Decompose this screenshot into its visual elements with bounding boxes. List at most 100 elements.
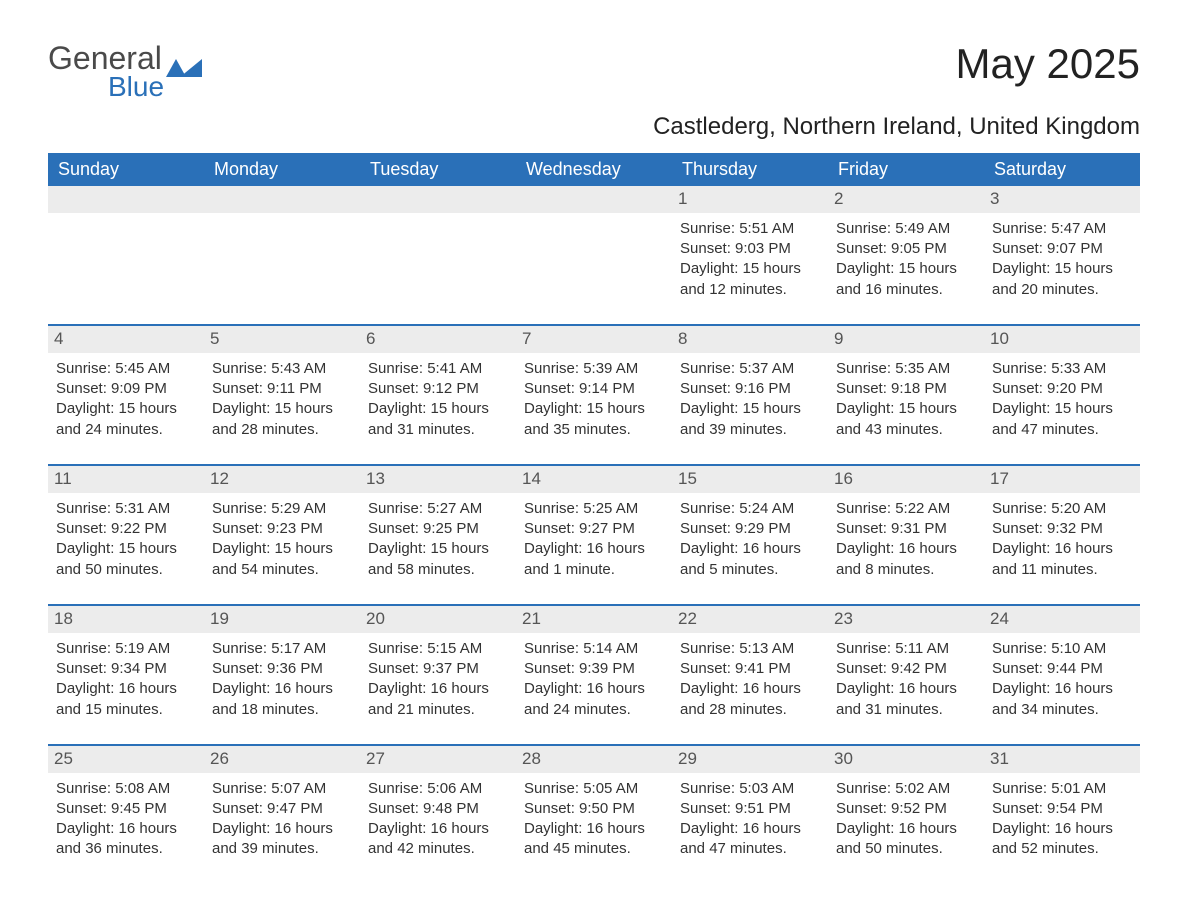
- day-number: 1: [672, 186, 828, 213]
- sunset-text: Sunset: 9:05 PM: [836, 239, 976, 259]
- sunrise-text: Sunrise: 5:07 AM: [212, 779, 352, 799]
- weekday-header: Wednesday: [516, 153, 672, 186]
- calendar-day-cell: 13Sunrise: 5:27 AMSunset: 9:25 PMDayligh…: [360, 465, 516, 605]
- day-number: 23: [828, 606, 984, 633]
- daylight-text: Daylight: 15 hours and 24 minutes.: [56, 399, 196, 440]
- daylight-text: Daylight: 16 hours and 45 minutes.: [524, 819, 664, 860]
- sunrise-text: Sunrise: 5:20 AM: [992, 499, 1132, 519]
- calendar-day-cell: 1Sunrise: 5:51 AMSunset: 9:03 PMDaylight…: [672, 186, 828, 325]
- sunset-text: Sunset: 9:44 PM: [992, 659, 1132, 679]
- sunset-text: Sunset: 9:45 PM: [56, 799, 196, 819]
- page-title: May 2025: [956, 40, 1140, 88]
- calendar-day-cell: 8Sunrise: 5:37 AMSunset: 9:16 PMDaylight…: [672, 325, 828, 465]
- calendar-day-cell: 7Sunrise: 5:39 AMSunset: 9:14 PMDaylight…: [516, 325, 672, 465]
- sunset-text: Sunset: 9:09 PM: [56, 379, 196, 399]
- sunrise-text: Sunrise: 5:02 AM: [836, 779, 976, 799]
- daylight-text: Daylight: 16 hours and 28 minutes.: [680, 679, 820, 720]
- day-number: 3: [984, 186, 1140, 213]
- daylight-text: Daylight: 16 hours and 50 minutes.: [836, 819, 976, 860]
- day-number: 19: [204, 606, 360, 633]
- day-number: 25: [48, 746, 204, 773]
- day-number: 4: [48, 326, 204, 353]
- weekday-header: Tuesday: [360, 153, 516, 186]
- day-number: 17: [984, 466, 1140, 493]
- sunrise-text: Sunrise: 5:37 AM: [680, 359, 820, 379]
- calendar-day-cell: 19 Sunrise: 5:17 AMSunset: 9:36 PMDayligh…: [204, 605, 360, 745]
- calendar-day-cell: 5Sunrise: 5:43 AMSunset: 9:11 PMDaylight…: [204, 325, 360, 465]
- calendar-table: Sunday Monday Tuesday Wednesday Thursday…: [48, 153, 1140, 884]
- daylight-text: Daylight: 15 hours and 20 minutes.: [992, 259, 1132, 300]
- calendar-day-cell: 15Sunrise: 5:24 AMSunset: 9:29 PMDayligh…: [672, 465, 828, 605]
- daylight-text: Daylight: 16 hours and 36 minutes.: [56, 819, 196, 860]
- sunrise-text: Sunrise: 5:39 AM: [524, 359, 664, 379]
- daylight-text: Daylight: 15 hours and 28 minutes.: [212, 399, 352, 440]
- calendar-day-cell: 10Sunrise: 5:33 AMSunset: 9:20 PMDayligh…: [984, 325, 1140, 465]
- day-number: 6: [360, 326, 516, 353]
- daylight-text: Daylight: 15 hours and 31 minutes.: [368, 399, 508, 440]
- day-number: 26: [204, 746, 360, 773]
- sunset-text: Sunset: 9:31 PM: [836, 519, 976, 539]
- sunset-text: Sunset: 9:11 PM: [212, 379, 352, 399]
- sunset-text: Sunset: 9:29 PM: [680, 519, 820, 539]
- day-number: 5: [204, 326, 360, 353]
- sunset-text: Sunset: 9:16 PM: [680, 379, 820, 399]
- day-number: 13: [360, 466, 516, 493]
- sunset-text: Sunset: 9:27 PM: [524, 519, 664, 539]
- sunset-text: Sunset: 9:36 PM: [212, 659, 352, 679]
- sunset-text: Sunset: 9:41 PM: [680, 659, 820, 679]
- sunrise-text: Sunrise: 5:31 AM: [56, 499, 196, 519]
- sunrise-text: Sunrise: 5:13 AM: [680, 639, 820, 659]
- daylight-text: Daylight: 16 hours and 18 minutes.: [212, 679, 352, 720]
- brand-flag-icon: [166, 53, 202, 77]
- sunset-text: Sunset: 9:23 PM: [212, 519, 352, 539]
- calendar-day-cell: 27Sunrise: 5:06 AMSunset: 9:48 PMDayligh…: [360, 745, 516, 884]
- day-number: 16: [828, 466, 984, 493]
- daylight-text: Daylight: 16 hours and 8 minutes.: [836, 539, 976, 580]
- calendar-day-cell: 30Sunrise: 5:02 AMSunset: 9:52 PMDayligh…: [828, 745, 984, 884]
- weekday-header-row: Sunday Monday Tuesday Wednesday Thursday…: [48, 153, 1140, 186]
- day-number: 14: [516, 466, 672, 493]
- calendar-day-cell: 3Sunrise: 5:47 AMSunset: 9:07 PMDaylight…: [984, 186, 1140, 325]
- day-number: 31: [984, 746, 1140, 773]
- sunrise-text: Sunrise: 5:27 AM: [368, 499, 508, 519]
- sunset-text: Sunset: 9:51 PM: [680, 799, 820, 819]
- sunrise-text: Sunrise: 5:33 AM: [992, 359, 1132, 379]
- sunrise-text: Sunrise: 5:49 AM: [836, 219, 976, 239]
- sunrise-text: Sunrise: 5:22 AM: [836, 499, 976, 519]
- day-number: 30: [828, 746, 984, 773]
- daylight-text: Daylight: 15 hours and 43 minutes.: [836, 399, 976, 440]
- sunset-text: Sunset: 9:47 PM: [212, 799, 352, 819]
- daylight-text: Daylight: 16 hours and 5 minutes.: [680, 539, 820, 580]
- sunset-text: Sunset: 9:50 PM: [524, 799, 664, 819]
- daylight-text: Daylight: 16 hours and 42 minutes.: [368, 819, 508, 860]
- sunset-text: Sunset: 9:42 PM: [836, 659, 976, 679]
- sunrise-text: Sunrise: 5:17 AM: [212, 639, 352, 659]
- day-number: 10: [984, 326, 1140, 353]
- sunrise-text: Sunrise: 5:11 AM: [836, 639, 976, 659]
- sunrise-text: Sunrise: 5:45 AM: [56, 359, 196, 379]
- daylight-text: Daylight: 16 hours and 31 minutes.: [836, 679, 976, 720]
- calendar-empty-cell: [360, 186, 516, 325]
- day-number: 18: [48, 606, 204, 633]
- sunrise-text: Sunrise: 5:06 AM: [368, 779, 508, 799]
- calendar-day-cell: 21Sunrise: 5:14 AMSunset: 9:39 PMDayligh…: [516, 605, 672, 745]
- sunset-text: Sunset: 9:25 PM: [368, 519, 508, 539]
- calendar-day-cell: 2Sunrise: 5:49 AMSunset: 9:05 PMDaylight…: [828, 186, 984, 325]
- day-number: 15: [672, 466, 828, 493]
- weekday-header: Saturday: [984, 153, 1140, 186]
- sunset-text: Sunset: 9:22 PM: [56, 519, 196, 539]
- calendar-row: 4Sunrise: 5:45 AMSunset: 9:09 PMDaylight…: [48, 325, 1140, 465]
- calendar-day-cell: 31Sunrise: 5:01 AMSunset: 9:54 PMDayligh…: [984, 745, 1140, 884]
- daylight-text: Daylight: 16 hours and 47 minutes.: [680, 819, 820, 860]
- weekday-header: Sunday: [48, 153, 204, 186]
- calendar-day-cell: 24Sunrise: 5:10 AMSunset: 9:44 PMDayligh…: [984, 605, 1140, 745]
- day-number: 27: [360, 746, 516, 773]
- daylight-text: Daylight: 15 hours and 54 minutes.: [212, 539, 352, 580]
- calendar-day-cell: 20Sunrise: 5:15 AMSunset: 9:37 PMDayligh…: [360, 605, 516, 745]
- daylight-text: Daylight: 16 hours and 39 minutes.: [212, 819, 352, 860]
- calendar-empty-cell: [48, 186, 204, 325]
- calendar-day-cell: 6Sunrise: 5:41 AMSunset: 9:12 PMDaylight…: [360, 325, 516, 465]
- sunset-text: Sunset: 9:18 PM: [836, 379, 976, 399]
- day-number: 29: [672, 746, 828, 773]
- location-subtitle: Castlederg, Northern Ireland, United Kin…: [48, 113, 1140, 141]
